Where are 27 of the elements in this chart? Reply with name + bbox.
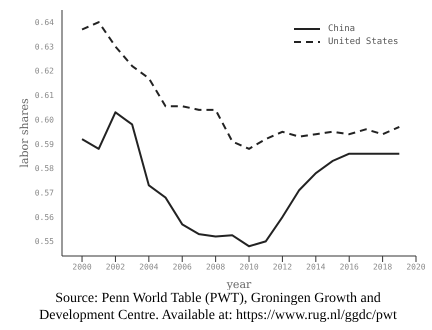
y-tick-label: 0.62 (34, 66, 54, 76)
x-tick-label: 2014 (306, 262, 326, 272)
y-tick-label: 0.60 (34, 115, 54, 124)
y-axis-title: labor shares (18, 98, 31, 168)
line-series (81, 21, 400, 150)
line-series (81, 111, 400, 248)
y-tick-label: 0.57 (34, 188, 54, 198)
x-tick-label: 2002 (106, 262, 126, 272)
y-tick-label: 0.63 (34, 42, 54, 52)
x-tick-label: 2018 (372, 262, 392, 272)
legend-label: China (328, 24, 356, 34)
x-tick-label: 2012 (272, 262, 292, 272)
x-tick-label: 2016 (340, 262, 360, 272)
x-tick-label: 2004 (139, 262, 159, 272)
x-tick-label: 2006 (172, 262, 192, 272)
y-tick-label: 0.58 (34, 164, 54, 174)
x-tick-label: 2008 (206, 262, 226, 272)
y-tick-label: 0.56 (34, 212, 54, 222)
source-note: Source: Penn World Table (PWT), Groningen Growth and Development Centre. Available at: https://www.rug.nl/ggdc/pwt (38, 290, 398, 324)
x-tick-label: 2020 (406, 262, 426, 272)
x-tick-label: 2000 (72, 262, 92, 272)
y-tick-label: 0.55 (34, 237, 54, 246)
legend-label: United States (328, 36, 400, 46)
y-tick-label: 0.61 (34, 91, 54, 100)
y-tick-label: 0.59 (34, 140, 54, 149)
y-tick-label: 0.64 (34, 18, 54, 28)
x-tick-label: 2010 (239, 262, 259, 272)
